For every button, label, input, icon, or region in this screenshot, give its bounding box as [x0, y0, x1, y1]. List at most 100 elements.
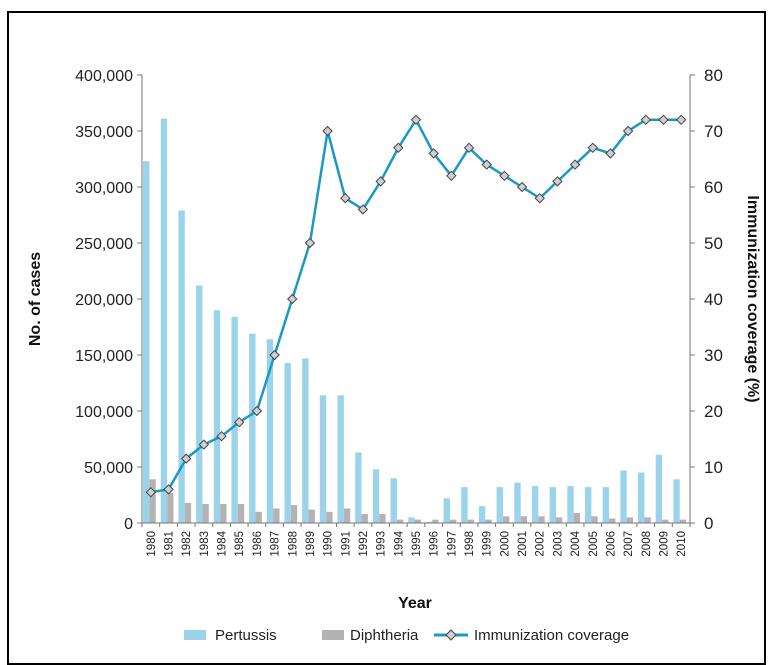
bar-pertussis-1992 [355, 452, 362, 523]
bar-pertussis-2001 [514, 482, 521, 523]
x-tick-label: 1985 [234, 531, 246, 557]
x-tick-label: 1996 [429, 531, 441, 557]
bar-pertussis-1999 [478, 506, 486, 523]
bar-diphtheria-2000 [502, 516, 510, 523]
point-immunization-coverage-2005 [587, 142, 598, 154]
x-tick-label: 2002 [535, 531, 547, 557]
point-immunization-coverage-1994 [393, 142, 404, 154]
y2-tick-label: 70 [704, 122, 723, 141]
point-immunization-coverage-2007 [622, 125, 634, 137]
bar-diphtheria-1999 [485, 519, 492, 523]
x-tick-label: 2004 [570, 530, 582, 556]
bar-pertussis-1998 [461, 487, 468, 523]
bar-pertussis-1980 [143, 161, 150, 524]
y-tick-label: 250,000 [75, 236, 133, 253]
point-immunization-coverage-1995 [410, 114, 422, 126]
bar-diphtheria-1985 [237, 503, 245, 523]
point-immunization-coverage-2006 [605, 148, 616, 159]
bar-diphtheria-1997 [449, 519, 457, 523]
bar-pertussis-1991 [337, 395, 344, 523]
point-immunization-coverage-1983 [198, 439, 210, 450]
bar-diphtheria-1986 [255, 511, 262, 523]
bar-diphtheria-2002 [538, 516, 545, 523]
x-tick-label: 1998 [464, 531, 476, 557]
x-tick-label: 1983 [199, 531, 211, 557]
bar-pertussis-1989 [302, 358, 309, 523]
bar-pertussis-1981 [160, 118, 168, 524]
bar-diphtheria-2010 [679, 519, 687, 523]
point-immunization-coverage-2000 [499, 170, 510, 182]
bar-diphtheria-1981 [167, 492, 174, 523]
bar-pertussis-1986 [249, 333, 256, 523]
bar-diphtheria-2001 [520, 516, 528, 523]
bar-diphtheria-1984 [220, 503, 227, 523]
y2-tick-label: 30 [704, 346, 723, 365]
y-tick-label: 50,000 [84, 460, 133, 477]
bar-pertussis-2005 [585, 487, 592, 523]
point-immunization-coverage-2008 [640, 114, 652, 126]
bar-pertussis-1984 [213, 310, 221, 523]
x-tick-label: 1994 [393, 530, 405, 556]
point-immunization-coverage-1996 [428, 148, 439, 159]
bar-pertussis-2004 [567, 486, 574, 523]
chart-frame [7, 11, 766, 665]
bar-layer [143, 118, 687, 524]
y-tick-label: 0 [124, 516, 133, 533]
bar-diphtheria-1993 [379, 514, 386, 523]
bar-diphtheria-1983 [202, 503, 209, 523]
bar-diphtheria-1988 [290, 505, 298, 523]
legend: Pertussis Diphtheria Immunization covera… [184, 627, 629, 644]
x-tick-label: 2007 [623, 531, 635, 557]
legend-label-immunization: Immunization coverage [474, 627, 629, 644]
bar-pertussis-1987 [266, 339, 274, 523]
point-immunization-coverage-1998 [463, 142, 475, 154]
bar-diphtheria-1990 [326, 511, 333, 523]
bar-diphtheria-2006 [609, 518, 616, 523]
bar-pertussis-2008 [638, 472, 645, 523]
bar-pertussis-2002 [531, 486, 539, 523]
y-axis-title: No. of cases [27, 252, 44, 346]
x-tick-label: 2005 [588, 531, 600, 557]
point-immunization-coverage-1999 [481, 159, 492, 170]
point-immunization-coverage-1991 [340, 192, 351, 204]
legend-swatch-immunization-marker [445, 629, 457, 641]
x-tick-label: 1987 [270, 531, 282, 557]
y-tick-label: 100,000 [75, 404, 133, 421]
y-tick-label: 350,000 [75, 124, 133, 141]
point-immunization-coverage-1986 [251, 405, 263, 417]
point-immunization-coverage-2001 [516, 181, 528, 193]
bar-pertussis-1983 [196, 285, 203, 523]
point-immunization-coverage-2009 [658, 114, 669, 126]
x-tick-label: 1993 [376, 531, 388, 557]
labels-layer: Year No. of cases Immunization coverage … [27, 195, 761, 612]
point-immunization-coverage-1997 [446, 170, 457, 182]
x-tick-label: 1997 [446, 531, 458, 557]
y-tick-label: 300,000 [75, 180, 133, 197]
bar-pertussis-1990 [319, 395, 327, 523]
bar-diphtheria-1996 [432, 519, 439, 523]
bar-diphtheria-2009 [662, 519, 669, 523]
x-tick-label: 1995 [411, 531, 423, 557]
x-tick-label: 1981 [164, 531, 176, 557]
bar-diphtheria-1992 [361, 514, 368, 523]
bar-diphtheria-2005 [591, 516, 598, 523]
x-tick-label: 1980 [146, 531, 158, 557]
point-immunization-coverage-2002 [534, 192, 545, 204]
bar-pertussis-2009 [655, 454, 663, 523]
bar-pertussis-1988 [284, 362, 291, 523]
bar-pertussis-2000 [496, 487, 503, 523]
point-immunization-coverage-1989 [304, 237, 316, 249]
bar-diphtheria-1982 [184, 502, 192, 523]
bar-pertussis-1997 [443, 498, 450, 523]
y2-tick-label: 10 [704, 458, 723, 477]
bar-pertussis-1982 [178, 210, 185, 523]
y2-axis-title: Immunization coverage (%) [744, 195, 761, 402]
line-layer [145, 114, 687, 498]
bar-diphtheria-1995 [414, 519, 421, 523]
x-tick-label: 1992 [358, 531, 370, 557]
point-immunization-coverage-2004 [569, 159, 581, 170]
x-tick-label: 1986 [252, 531, 264, 557]
x-tick-label: 2000 [499, 531, 511, 557]
x-tick-label: 2003 [552, 531, 564, 557]
